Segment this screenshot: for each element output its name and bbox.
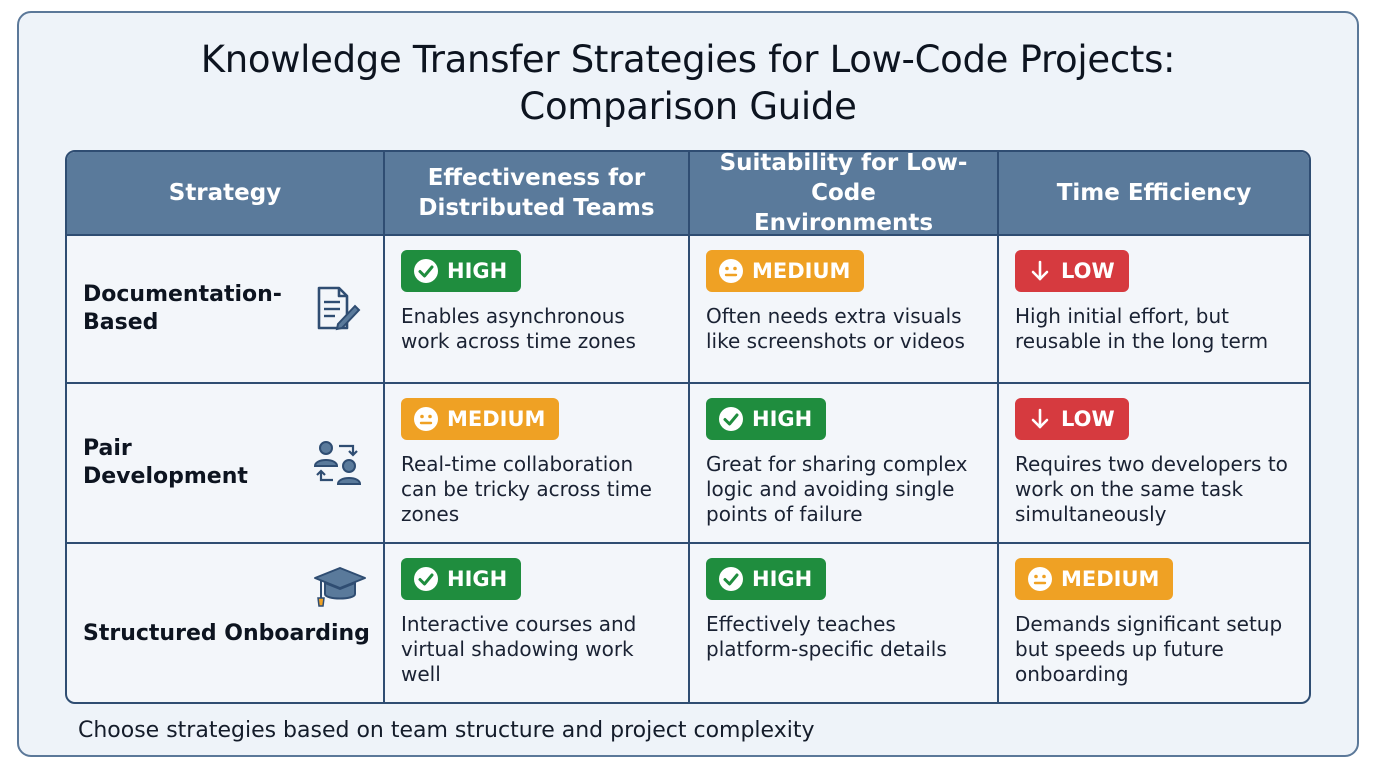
pair-users-icon: [313, 441, 362, 485]
rating-badge-high: HIGH: [706, 558, 827, 600]
effectiveness-cell: HIGH Interactive courses and virtual sha…: [385, 544, 690, 702]
arrow-down-icon: [1031, 260, 1049, 281]
check-circle-icon: [719, 407, 743, 431]
comparison-table: Strategy Effectiveness for Distributed T…: [65, 150, 1311, 704]
strategy-label: Documentation-Based: [83, 282, 282, 335]
title-line-1: Knowledge Transfer Strategies for Low-Co…: [200, 38, 1176, 81]
cell-description: Requires two developers to work on the s…: [1015, 452, 1288, 526]
neutral-face-icon: [719, 259, 743, 283]
neutral-face-icon: [1028, 567, 1052, 591]
badge-label: HIGH: [447, 567, 508, 591]
badge-label: LOW: [1061, 259, 1115, 283]
strategy-label: Structured Onboarding: [83, 621, 370, 646]
effectiveness-cell: HIGH Enables asynchronous work across ti…: [385, 236, 690, 384]
footnote: Choose strategies based on team structur…: [78, 718, 815, 743]
time-efficiency-cell: MEDIUM Demands significant setup but spe…: [999, 544, 1309, 702]
suitability-cell: HIGH Great for sharing complex logic and…: [690, 384, 999, 544]
rating-badge-medium: MEDIUM: [1015, 558, 1174, 600]
strategy-cell-structured-onboarding: Structured Onboarding: [67, 544, 385, 702]
cell-description: Great for sharing complex logic and avoi…: [706, 452, 968, 526]
suitability-cell: HIGH Effectively teaches platform-specif…: [690, 544, 999, 702]
rating-badge-medium: MEDIUM: [706, 250, 865, 292]
effectiveness-cell: MEDIUM Real-time collaboration can be tr…: [385, 384, 690, 544]
strategy-label: Pair Development: [83, 436, 248, 489]
badge-label: HIGH: [447, 259, 508, 283]
rating-badge-medium: MEDIUM: [401, 398, 560, 440]
time-efficiency-cell: LOW High initial effort, but reusable in…: [999, 236, 1309, 384]
cell-description: Real-time collaboration can be tricky ac…: [401, 452, 652, 526]
graduation-cap-icon: [314, 567, 366, 607]
check-circle-icon: [414, 259, 438, 283]
badge-label: HIGH: [752, 407, 813, 431]
header-strategy: Strategy: [67, 152, 385, 236]
rating-badge-high: HIGH: [401, 250, 522, 292]
document-edit-icon: [317, 286, 361, 331]
header-effectiveness: Effectiveness for Distributed Teams: [385, 152, 690, 236]
rating-badge-high: HIGH: [401, 558, 522, 600]
strategy-cell-pair-development: Pair Development: [67, 384, 385, 544]
rating-badge-low: LOW: [1015, 398, 1129, 440]
cell-description: Enables asynchronous work across time zo…: [401, 304, 636, 353]
neutral-face-icon: [414, 407, 438, 431]
cell-description: Effectively teaches platform-specific de…: [706, 612, 947, 661]
header-suitability: Suitability for Low-Code Environments: [690, 152, 999, 236]
rating-badge-high: HIGH: [706, 398, 827, 440]
badge-label: MEDIUM: [752, 259, 851, 283]
rating-badge-low: LOW: [1015, 250, 1129, 292]
cell-description: Often needs extra visuals like screensho…: [706, 304, 965, 353]
check-circle-icon: [719, 567, 743, 591]
cell-description: Demands significant setup but speeds up …: [1015, 612, 1283, 686]
cell-description: Interactive courses and virtual shadowin…: [401, 612, 637, 686]
badge-label: HIGH: [752, 567, 813, 591]
header-time-efficiency: Time Efficiency: [999, 152, 1309, 236]
arrow-down-icon: [1031, 408, 1049, 429]
cell-description: High initial effort, but reusable in the…: [1015, 304, 1269, 353]
title-line-2: Comparison Guide: [519, 85, 857, 128]
badge-label: MEDIUM: [1061, 567, 1160, 591]
time-efficiency-cell: LOW Requires two developers to work on t…: [999, 384, 1309, 544]
check-circle-icon: [414, 567, 438, 591]
badge-label: MEDIUM: [447, 407, 546, 431]
page-title: Knowledge Transfer Strategies for Low-Co…: [0, 36, 1376, 130]
strategy-cell-documentation: Documentation-Based: [67, 236, 385, 384]
badge-label: LOW: [1061, 407, 1115, 431]
suitability-cell: MEDIUM Often needs extra visuals like sc…: [690, 236, 999, 384]
